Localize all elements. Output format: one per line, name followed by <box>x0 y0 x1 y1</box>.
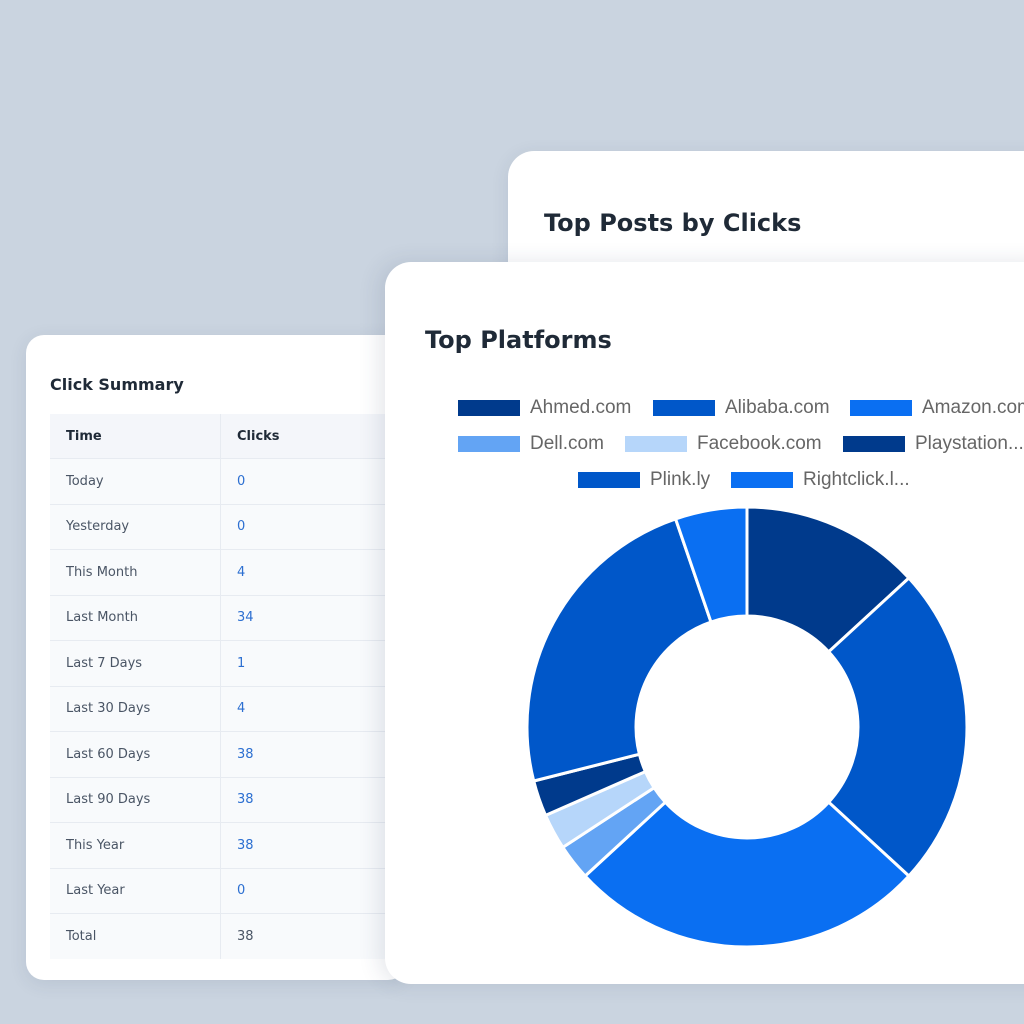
clicks-cell: 1 <box>220 640 410 687</box>
legend-label: Dell.com <box>530 433 604 454</box>
legend-item-rightclick[interactable]: Rightclick.l... <box>731 469 910 491</box>
column-header-clicks: Clicks <box>220 414 410 459</box>
clicks-cell: 0 <box>220 504 410 550</box>
clicks-cell: 38 <box>220 777 410 823</box>
legend-swatch <box>653 400 715 416</box>
time-cell: Last Month <box>50 595 221 641</box>
legend-label: Playstation... <box>915 433 1024 454</box>
table-row: This Month 4 <box>50 549 410 596</box>
table-row: Last Month 34 <box>50 595 410 641</box>
legend-item-facebook[interactable]: Facebook.com <box>625 433 822 455</box>
legend-swatch <box>458 436 520 452</box>
table-row: Today 0 <box>50 458 410 505</box>
click-summary-card: Click Summary Time Clicks Today 0 Yester… <box>26 335 410 980</box>
legend-label: Rightclick.l... <box>803 469 910 490</box>
click-summary-table: Time Clicks Today 0 Yesterday 0 This Mon… <box>50 414 410 959</box>
donut-slice-amazon-com[interactable] <box>583 800 911 949</box>
table-row: Last 7 Days 1 <box>50 640 410 687</box>
donut-slice-alibaba-com[interactable] <box>826 575 969 879</box>
table-row: Last 90 Days 38 <box>50 777 410 823</box>
top-platforms-card: Top Platforms Ahmed.com Alibaba.com Amaz… <box>385 262 1024 984</box>
time-cell: Today <box>50 458 221 505</box>
time-cell: This Year <box>50 822 221 869</box>
legend-item-amazon[interactable]: Amazon.com <box>850 397 1024 419</box>
legend-item-plink[interactable]: Plink.ly <box>578 469 710 491</box>
legend-swatch <box>625 436 687 452</box>
legend-label: Facebook.com <box>697 433 822 454</box>
time-cell: Yesterday <box>50 504 221 550</box>
donut-slice-plink-ly[interactable] <box>525 517 713 783</box>
clicks-cell: 4 <box>220 686 410 732</box>
time-cell: Last 30 Days <box>50 686 221 732</box>
legend-swatch <box>731 472 793 488</box>
time-cell: Last 90 Days <box>50 777 221 823</box>
legend-item-playstation[interactable]: Playstation... <box>843 433 1024 455</box>
legend-item-dell[interactable]: Dell.com <box>458 433 604 455</box>
legend-item-alibaba[interactable]: Alibaba.com <box>653 397 830 419</box>
table-row: Last 60 Days 38 <box>50 731 410 778</box>
time-cell: Last 60 Days <box>50 731 221 778</box>
clicks-cell: 4 <box>220 549 410 596</box>
column-header-time: Time <box>50 414 221 459</box>
legend-label: Plink.ly <box>650 469 711 490</box>
legend-label: Amazon.com <box>922 397 1024 418</box>
time-cell: This Month <box>50 549 221 596</box>
table-row: Last 30 Days 4 <box>50 686 410 732</box>
time-cell: Last 7 Days <box>50 640 221 687</box>
donut-slice-rightclick-l[interactable] <box>673 505 749 624</box>
table-header-row: Time Clicks <box>50 414 410 459</box>
time-cell: Total <box>50 913 221 959</box>
time-cell: Last Year <box>50 868 221 914</box>
legend-label: Alibaba.com <box>725 397 830 418</box>
legend-swatch <box>843 436 905 452</box>
legend-swatch <box>850 400 912 416</box>
legend-item-ahmed[interactable]: Ahmed.com <box>458 397 631 419</box>
clicks-cell: 0 <box>220 458 410 505</box>
top-platforms-donut-chart <box>525 505 969 949</box>
legend-swatch <box>578 472 640 488</box>
table-row: Last Year 0 <box>50 868 410 914</box>
clicks-cell: 38 <box>220 913 410 959</box>
clicks-cell: 38 <box>220 822 410 869</box>
table-row: Yesterday 0 <box>50 504 410 550</box>
clicks-cell: 0 <box>220 868 410 914</box>
clicks-cell: 34 <box>220 595 410 641</box>
clicks-cell: 38 <box>220 731 410 778</box>
top-platforms-title: Top Platforms <box>425 326 612 354</box>
table-total-row: Total 38 <box>50 913 410 959</box>
legend-swatch <box>458 400 520 416</box>
table-row: This Year 38 <box>50 822 410 869</box>
top-posts-title: Top Posts by Clicks <box>544 209 802 237</box>
click-summary-title: Click Summary <box>50 375 184 394</box>
legend-label: Ahmed.com <box>530 397 632 418</box>
